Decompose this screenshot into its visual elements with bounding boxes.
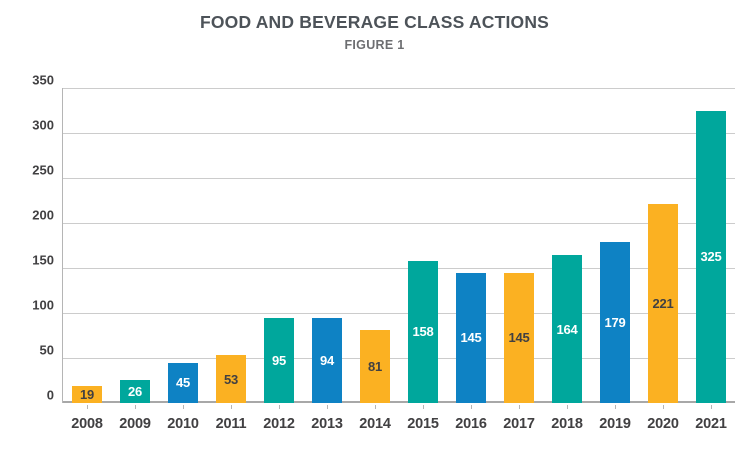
bar: 19 (72, 385, 102, 403)
x-axis-tick (231, 405, 232, 409)
bar: 179 (600, 241, 630, 403)
y-axis-tick-label: 50 (39, 342, 54, 358)
bar-value-label: 158 (412, 324, 434, 340)
bar-value-label: 145 (460, 330, 482, 346)
x-axis-line (63, 401, 735, 403)
bar-slot: 145 2016 (447, 88, 495, 432)
y-axis-tick-label: 250 (32, 162, 54, 178)
y-axis-tick-label: 200 (32, 207, 54, 223)
y-axis-tick-label: 100 (32, 297, 54, 313)
bar-slot: 179 2019 (591, 88, 639, 432)
gridline (63, 87, 735, 89)
bars-layer: 19 2008 26 2009 45 2010 53 2011 95 2012 94 2013 81 20… (63, 88, 735, 432)
x-axis-tick-label: 2011 (215, 416, 247, 432)
bar-value-label: 325 (700, 249, 722, 265)
x-axis-tick-label: 2012 (263, 416, 295, 432)
plot-area: 0 50 100 150 200 250 300 350 19 2008 26 2009 45 2010… (32, 73, 735, 432)
x-axis-tick (183, 405, 184, 409)
bar-slot: 81 2014 (351, 88, 399, 432)
x-axis-tick-label: 2020 (647, 416, 679, 432)
gridline (63, 222, 735, 224)
bar-slot: 26 2009 (111, 88, 159, 432)
bar-value-label: 19 (79, 386, 95, 402)
x-axis-tick (327, 405, 328, 409)
x-axis-tick (519, 405, 520, 409)
x-axis-tick-label: 2016 (455, 416, 487, 432)
x-axis-tick-label: 2015 (407, 416, 439, 432)
bar: 325 (696, 110, 726, 403)
bar-slot: 221 2020 (639, 88, 687, 432)
gridline (63, 177, 735, 179)
y-axis-tick-label: 300 (32, 117, 54, 133)
bar-value-label: 95 (271, 352, 287, 368)
bar-slot: 53 2011 (207, 88, 255, 432)
x-axis-tick (663, 405, 664, 409)
bar: 164 (552, 255, 582, 403)
bar: 95 (264, 317, 294, 403)
gridline (63, 312, 735, 314)
bar-slot: 94 2013 (303, 88, 351, 432)
bar-value-label: 145 (508, 330, 530, 346)
bar-value-label: 221 (652, 296, 674, 312)
bar: 158 (408, 260, 438, 403)
x-axis-tick-label: 2008 (71, 416, 103, 432)
bar-slot: 158 2015 (399, 88, 447, 432)
bar-value-label: 164 (556, 321, 578, 337)
x-axis-tick (87, 405, 88, 409)
bar-value-label: 53 (223, 371, 239, 387)
x-axis-tick (711, 405, 712, 409)
x-axis-tick-label: 2017 (503, 416, 535, 432)
bar-value-label: 94 (319, 353, 335, 369)
x-axis-tick-label: 2010 (167, 416, 199, 432)
chart-title: FOOD AND BEVERAGE CLASS ACTIONS (199, 12, 550, 32)
bar: 145 (456, 272, 486, 403)
x-axis-tick (135, 405, 136, 409)
x-axis-tick (423, 405, 424, 409)
bar: 26 (120, 379, 150, 403)
bar-value-label: 81 (367, 359, 383, 375)
gridline (63, 132, 735, 134)
bar-value-label: 26 (127, 383, 143, 399)
bar-slot: 164 2018 (543, 88, 591, 432)
x-axis-tick (279, 405, 280, 409)
bar-slot: 19 2008 (63, 88, 111, 432)
x-axis-tick (615, 405, 616, 409)
x-axis-tick (375, 405, 376, 409)
y-axis-tick-label: 350 (32, 72, 54, 88)
gridline (63, 267, 735, 269)
bar: 81 (360, 330, 390, 403)
bar-slot: 45 2010 (159, 88, 207, 432)
x-axis-tick-label: 2019 (599, 416, 631, 432)
x-axis-tick-label: 2014 (359, 416, 391, 432)
x-axis-tick (471, 405, 472, 409)
y-axis-line (62, 88, 63, 403)
bar: 221 (648, 204, 678, 403)
x-axis-tick-label: 2009 (119, 416, 151, 432)
bar: 145 (504, 272, 534, 403)
y-axis-tick-label: 150 (32, 252, 54, 268)
bar-value-label: 179 (604, 314, 626, 330)
gridline (63, 357, 735, 359)
bar: 53 (216, 355, 246, 403)
bar: 94 (312, 318, 342, 403)
x-axis-tick-label: 2018 (551, 416, 583, 432)
x-axis-tick (567, 405, 568, 409)
bar-slot: 325 2021 (687, 88, 735, 432)
bar: 45 (168, 362, 198, 403)
y-axis-tick-label: 0 (46, 387, 54, 403)
bar-value-label: 45 (175, 375, 191, 391)
bar-slot: 145 2017 (495, 88, 543, 432)
chart-subtitle: FIGURE 1 (344, 38, 405, 52)
x-axis-tick-label: 2013 (311, 416, 343, 432)
x-axis-tick-label: 2021 (695, 416, 727, 432)
bar-slot: 95 2012 (255, 88, 303, 432)
